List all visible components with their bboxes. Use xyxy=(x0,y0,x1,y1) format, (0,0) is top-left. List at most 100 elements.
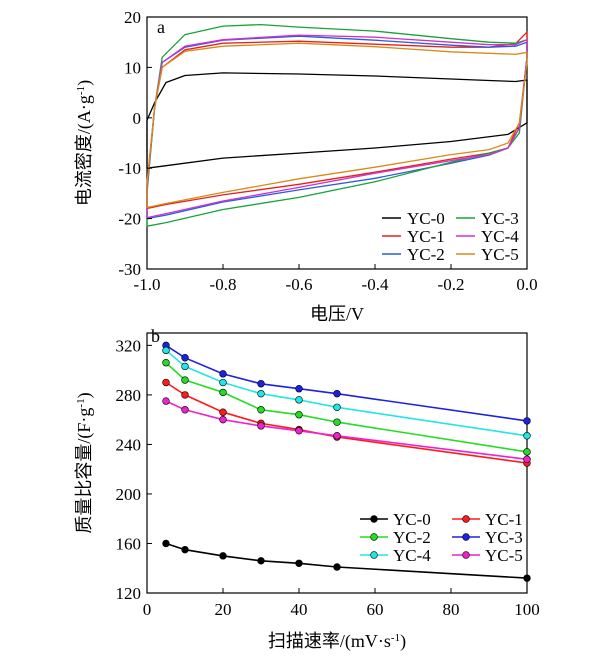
y-tick-label: -20 xyxy=(118,210,141,229)
y-tick-label: 240 xyxy=(116,435,142,454)
data-point xyxy=(181,391,189,399)
data-point xyxy=(181,545,189,554)
x-tick-label: -0.6 xyxy=(286,275,313,294)
x-tick-label: -1.0 xyxy=(134,275,161,294)
panel-label: b xyxy=(151,326,160,346)
cv-loop-yc-2 xyxy=(146,35,528,220)
legend-label: YC-2 xyxy=(407,245,445,264)
data-point xyxy=(523,417,531,425)
data-point xyxy=(295,411,303,419)
data-point xyxy=(333,403,341,411)
data-point xyxy=(162,346,170,355)
data-point xyxy=(181,376,189,384)
cv-loop-yc-5 xyxy=(146,42,528,209)
data-point xyxy=(295,427,303,435)
data-point xyxy=(257,380,265,388)
x-tick-label: 60 xyxy=(367,600,384,619)
y-tick-label: 20 xyxy=(124,8,141,27)
data-point xyxy=(257,422,265,430)
data-point xyxy=(333,389,341,398)
x-axis-title: 扫描速率/(mV·s-1) xyxy=(268,631,406,652)
series-line-yc-5 xyxy=(165,400,528,461)
data-point xyxy=(219,370,227,378)
y-tick-label: 120 xyxy=(116,584,142,603)
legend-marker xyxy=(370,515,378,523)
data-point xyxy=(523,574,531,582)
x-tick-label: -0.8 xyxy=(210,275,237,294)
y-axis-title: 电流密度/(A·g-1) xyxy=(74,80,95,206)
data-point xyxy=(181,362,189,371)
data-point xyxy=(219,378,227,387)
capacitance-chart: 0 20 40 60 80 100 120 160 200 240 280 320 b 扫描速率/(… xyxy=(74,326,540,652)
plot-frame xyxy=(146,16,528,270)
cv-curves xyxy=(146,23,528,227)
data-point xyxy=(295,385,303,393)
legend-marker xyxy=(370,533,378,541)
legend-label: YC-0 xyxy=(407,209,445,228)
data-point xyxy=(162,378,170,387)
data-point xyxy=(219,552,227,560)
legend-label: YC-1 xyxy=(485,510,523,529)
legend-label: YC-0 xyxy=(393,510,431,529)
plot-frame xyxy=(146,332,528,594)
capacitance-series xyxy=(162,341,531,582)
legend-label: YC-3 xyxy=(485,528,523,547)
data-point xyxy=(333,418,341,426)
y-axis-ticks: -30 -20 -10 0 10 20 xyxy=(118,8,152,279)
data-point xyxy=(219,415,227,424)
data-point xyxy=(257,406,265,414)
data-point xyxy=(523,448,531,456)
legend-marker xyxy=(370,551,378,559)
y-tick-label: 0 xyxy=(133,109,142,128)
legend-marker xyxy=(462,533,470,541)
y-tick-label: 160 xyxy=(116,534,142,553)
data-point xyxy=(257,557,265,565)
data-point xyxy=(257,389,265,398)
x-axis-ticks: -1.0 -0.8 -0.6 -0.4 -0.2 0.0 xyxy=(134,264,538,294)
cv-loop-yc-4 xyxy=(146,34,528,219)
data-point xyxy=(523,432,531,440)
data-point xyxy=(219,388,227,397)
data-point xyxy=(295,559,303,567)
x-tick-label: 40 xyxy=(291,600,308,619)
x-axis-ticks: 0 20 40 60 80 100 xyxy=(143,588,540,619)
y-tick-label: 280 xyxy=(116,386,142,405)
x-tick-label: 100 xyxy=(514,600,540,619)
cv-chart: -1.0 -0.8 -0.6 -0.4 -0.2 0.0 -30 -20 -10 0 10 20 a… xyxy=(74,8,538,324)
legend-label: YC-4 xyxy=(481,227,519,246)
data-point xyxy=(162,359,170,367)
legend-label: YC-4 xyxy=(393,546,431,565)
y-tick-label: 200 xyxy=(116,485,142,504)
legend-label: YC-1 xyxy=(407,227,445,246)
legend-marker xyxy=(462,551,470,559)
data-point xyxy=(181,406,189,414)
data-point xyxy=(181,354,189,362)
series-line-yc-0 xyxy=(165,542,528,579)
panel-label: a xyxy=(157,17,165,37)
legend-label: YC-5 xyxy=(481,245,519,264)
data-point xyxy=(162,397,170,405)
y-tick-label: 320 xyxy=(116,336,142,355)
y-tick-label: -30 xyxy=(118,260,141,279)
y-tick-label: 10 xyxy=(124,58,141,77)
legend-marker xyxy=(462,515,470,523)
legend-label: YC-3 xyxy=(481,209,519,228)
cv-loop-yc-1 xyxy=(146,31,528,210)
y-axis-ticks: 120 160 200 240 280 320 xyxy=(116,336,152,603)
data-point xyxy=(523,455,531,463)
x-tick-label: 0.0 xyxy=(516,275,537,294)
y-axis-title: 质量比容量/(F·g-1) xyxy=(74,392,95,533)
legend: YC-0 YC-1 YC-2 YC-3 YC-4 YC-5 xyxy=(360,510,523,565)
data-point xyxy=(162,539,170,548)
legend-label: YC-5 xyxy=(485,546,523,565)
data-point xyxy=(219,408,227,416)
data-point xyxy=(333,432,341,440)
x-axis-title: 电压/V xyxy=(310,304,364,324)
x-tick-label: -0.2 xyxy=(438,275,465,294)
data-point xyxy=(333,563,341,571)
x-tick-label: -0.4 xyxy=(362,275,389,294)
data-point xyxy=(295,396,303,404)
x-tick-label: 0 xyxy=(143,600,152,619)
legend-label: YC-2 xyxy=(393,528,431,547)
x-tick-label: 20 xyxy=(215,600,232,619)
